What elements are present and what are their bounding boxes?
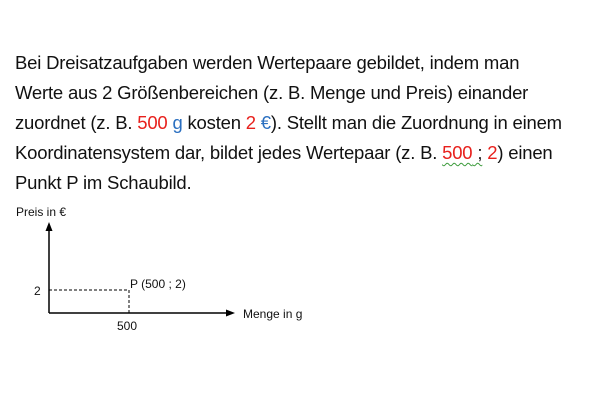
text: ) einen [497, 142, 553, 163]
text: Koordinatensystem dar, bildet jedes Wert… [15, 142, 443, 163]
explanation-paragraph: Bei Dreisatzaufgaben werden Wertepaare g… [15, 48, 600, 198]
text: ). Stellt man die Zuordnung in einem [270, 112, 562, 133]
amount-value: 500 [137, 112, 168, 133]
pair-separator: ; [472, 142, 483, 163]
amount-unit: g [167, 112, 183, 133]
text-line-4: Koordinatensystem dar, bildet jedes Wert… [15, 138, 600, 168]
text-line-3: zuordnet (z. B. 500 g kosten 2 €). Stell… [15, 108, 600, 138]
text: zuordnet (z. B. [15, 112, 138, 133]
point-label: P (500 ; 2) [130, 277, 186, 291]
text-line-1: Bei Dreisatzaufgaben werden Wertepaare g… [15, 52, 520, 73]
price-value: 2 [245, 112, 256, 133]
price-unit: € [255, 112, 271, 133]
pair-y-value: 2 [482, 142, 498, 163]
text: kosten [182, 112, 246, 133]
pair-x-value: 500 [442, 142, 473, 163]
y-tick-label: 2 [34, 284, 41, 298]
x-axis-label: Menge in g [243, 307, 303, 321]
x-axis-arrow-icon [226, 309, 235, 317]
y-axis-arrow-icon [45, 222, 53, 231]
text-line-5: Punkt P im Schaubild. [15, 172, 192, 193]
x-tick-label: 500 [117, 319, 138, 333]
y-axis-label: Preis in € [16, 205, 67, 219]
text-line-2: Werte aus 2 Größenbereichen (z. B. Menge… [15, 82, 529, 103]
